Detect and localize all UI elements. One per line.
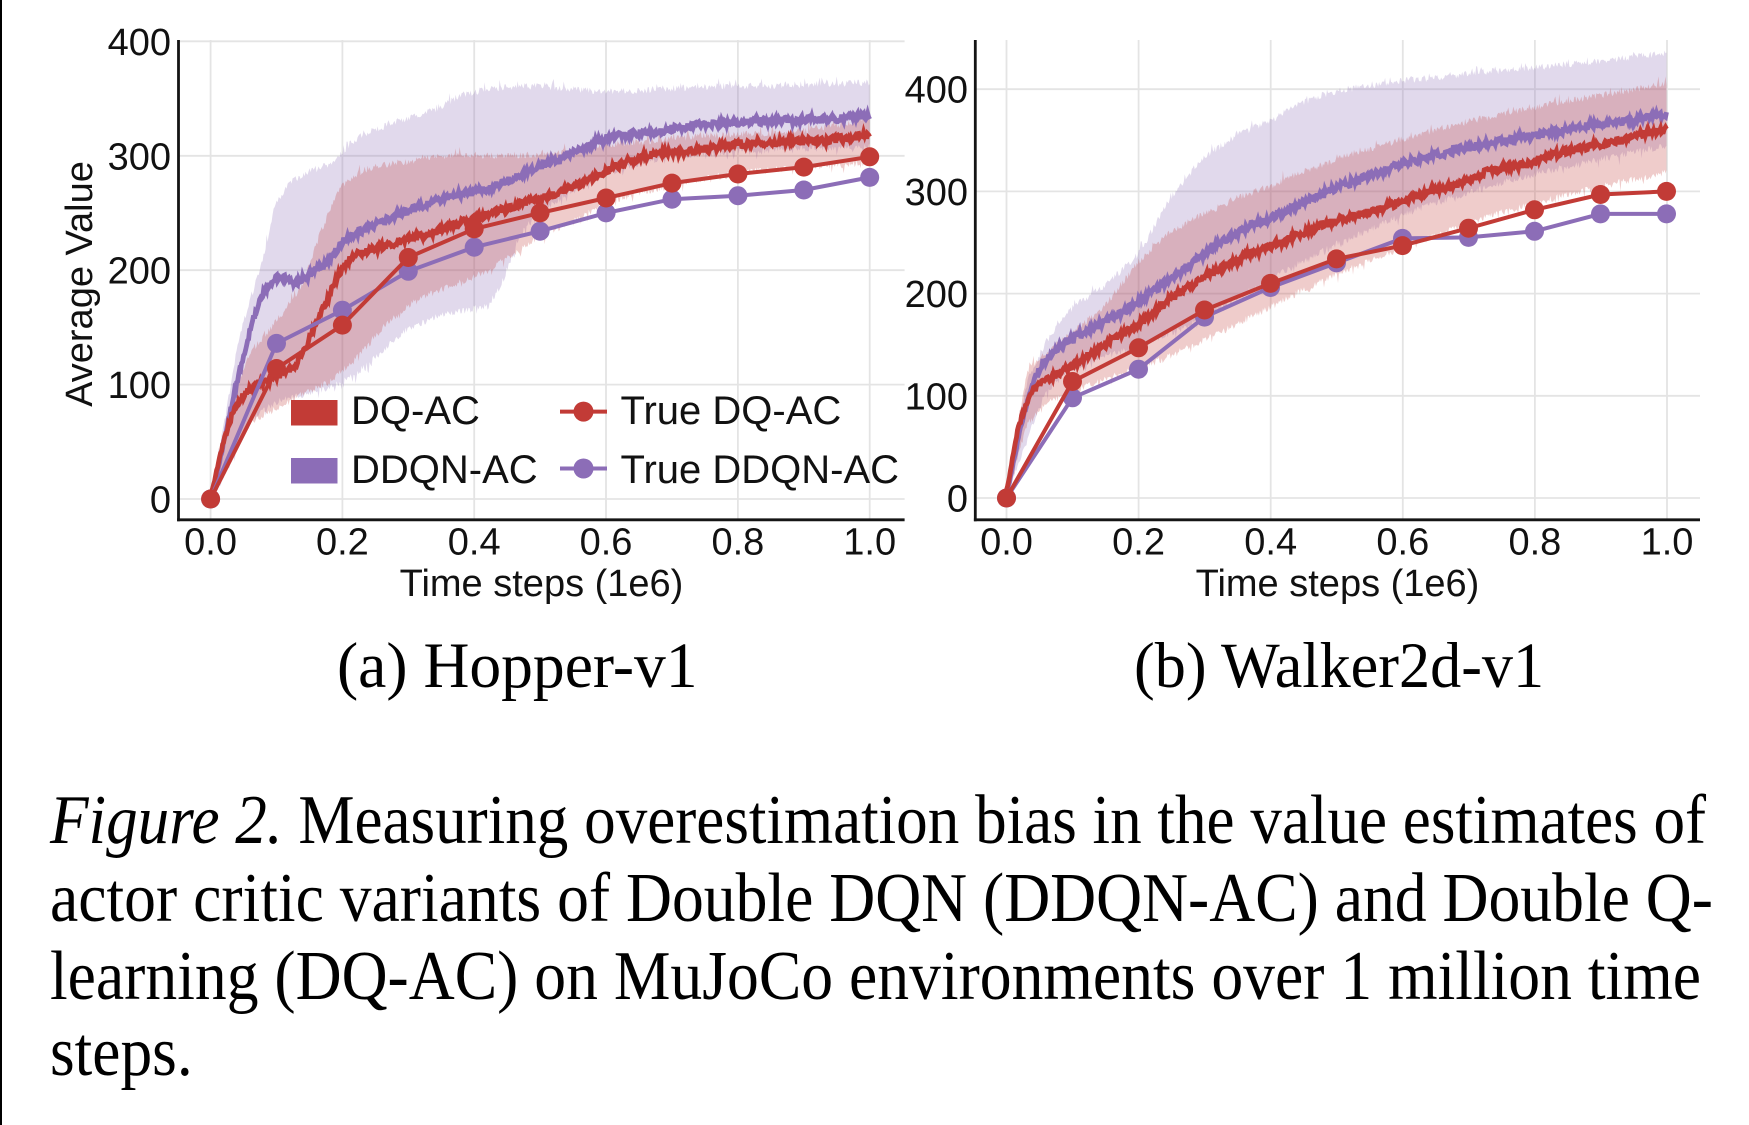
svg-text:400: 400 (905, 70, 968, 112)
svg-text:0.4: 0.4 (448, 522, 501, 564)
svg-text:400: 400 (108, 22, 171, 64)
svg-text:DDQN-AC: DDQN-AC (351, 448, 538, 492)
svg-text:Time steps (1e6): Time steps (1e6) (400, 563, 684, 605)
svg-text:200: 200 (905, 274, 968, 316)
svg-text:0.0: 0.0 (184, 522, 237, 564)
svg-text:DQ-AC: DQ-AC (351, 389, 480, 433)
svg-text:0.8: 0.8 (1508, 522, 1561, 564)
svg-text:1.0: 1.0 (843, 522, 896, 564)
svg-text:Average Value: Average Value (59, 161, 101, 407)
svg-text:Time steps (1e6): Time steps (1e6) (1196, 563, 1480, 605)
svg-text:0.2: 0.2 (1112, 522, 1165, 564)
svg-text:True DDQN-AC: True DDQN-AC (621, 448, 900, 492)
svg-text:0.0: 0.0 (980, 522, 1033, 564)
svg-text:200: 200 (108, 251, 171, 293)
svg-text:0: 0 (150, 480, 171, 522)
svg-text:100: 100 (108, 365, 171, 407)
svg-text:300: 300 (108, 136, 171, 178)
svg-text:0.6: 0.6 (580, 522, 633, 564)
svg-text:1.0: 1.0 (1641, 522, 1694, 564)
svg-text:300: 300 (905, 172, 968, 214)
svg-text:0.2: 0.2 (316, 522, 369, 564)
svg-text:0.8: 0.8 (711, 522, 764, 564)
svg-text:100: 100 (905, 376, 968, 418)
svg-text:0.6: 0.6 (1376, 522, 1429, 564)
svg-text:True DQ-AC: True DQ-AC (621, 389, 842, 433)
svg-text:0.4: 0.4 (1244, 522, 1297, 564)
svg-text:0: 0 (947, 479, 968, 521)
